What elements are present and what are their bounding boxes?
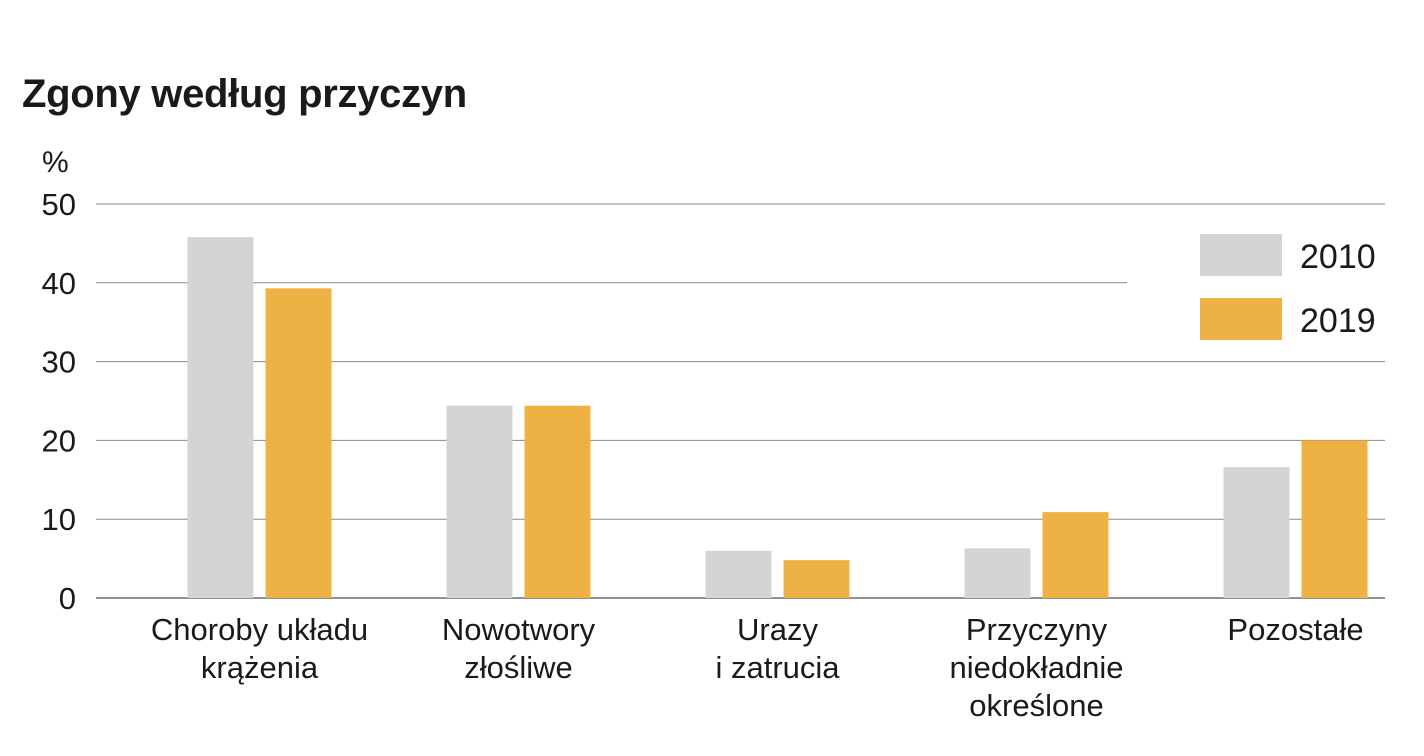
x-tick-label: Choroby układu krążenia [151,612,368,685]
bars [187,237,1368,598]
bar-2019-3 [783,560,850,598]
y-axis-unit-label: % [42,146,69,179]
bar-2019-2 [524,405,591,598]
x-tick-label: Pozostałe [1227,612,1363,647]
y-tick-label: 20 [42,423,76,458]
y-axis-ticks: 0 10 20 30 40 50 [42,187,76,616]
x-tick-label: Urazy i zatrucia [715,612,840,685]
y-tick-label: 0 [59,581,76,616]
legend: 2010 2019 [1200,234,1376,340]
bar-2019-5 [1301,440,1368,598]
bar-2010-1 [187,237,254,598]
legend-label-2010: 2010 [1300,238,1376,276]
bar-2010-2 [446,405,513,598]
x-tick-label: Przyczyny niedokładnie określone [949,612,1123,723]
bar-2019-4 [1042,512,1109,598]
y-tick-label: 10 [42,502,76,537]
legend-swatch-2019 [1200,298,1282,340]
bar-2010-4 [964,548,1031,598]
bar-2010-5 [1223,467,1290,598]
x-axis-labels: Choroby układu krążenia Nowotwory złośliwe U… [151,612,1364,723]
x-tick-label: Nowotwory złośliwe [442,612,596,685]
legend-label-2019: 2019 [1300,302,1376,340]
chart-title: Zgony według przyczyn [22,72,467,116]
bar-2010-3 [705,550,772,598]
y-tick-label: 50 [42,187,76,222]
y-tick-label: 40 [42,266,76,301]
bar-2019-1 [265,288,332,598]
legend-swatch-2010 [1200,234,1282,276]
y-tick-label: 30 [42,345,76,380]
